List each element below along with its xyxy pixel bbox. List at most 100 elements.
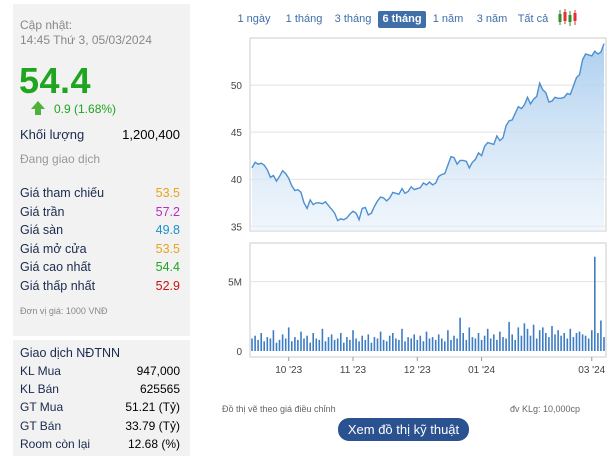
volume-bar xyxy=(327,337,330,351)
price-row-value: 57.2 xyxy=(155,204,180,219)
volume-bar xyxy=(489,338,492,351)
chart-note: Đồ thị vẽ theo giá điều chỉnh xyxy=(222,404,336,414)
volume-bar xyxy=(486,328,489,351)
tab-period[interactable]: 1 năm xyxy=(432,13,464,25)
volume-tick-label: 5M xyxy=(228,278,242,289)
volume-bar xyxy=(272,330,275,351)
x-tick-label: 12 '23 xyxy=(404,365,431,376)
volume-bar xyxy=(523,323,526,351)
volume-bar xyxy=(526,328,529,351)
price-row-label: Giá tham chiếu xyxy=(20,186,105,200)
volume-bar xyxy=(392,333,394,351)
volume-bar xyxy=(581,334,584,351)
tab-period[interactable]: 1 ngày xyxy=(237,13,271,25)
volume-bar xyxy=(535,338,538,351)
volume-bar xyxy=(441,338,443,351)
volume-bar xyxy=(379,331,382,351)
volume-bar xyxy=(434,339,437,351)
volume-tick-label: 0 xyxy=(236,347,242,358)
volume-bar xyxy=(557,330,559,351)
volume-bar xyxy=(584,335,587,351)
volume-bar xyxy=(496,339,498,351)
volume-bar xyxy=(603,337,605,351)
price-tick-label: 50 xyxy=(231,81,243,92)
price-area xyxy=(252,43,604,231)
tab-period[interactable]: 3 năm xyxy=(476,13,508,25)
volume-bar xyxy=(428,338,431,351)
price-tick-label: 35 xyxy=(231,222,243,233)
tab-period[interactable]: Tất cả xyxy=(517,13,549,25)
volume-bar xyxy=(425,331,428,351)
technical-chart-button[interactable]: Xem đồ thị kỹ thuật xyxy=(338,418,469,441)
foreign-row: KL Mua 947,000 xyxy=(20,364,180,381)
foreign-row-value: 625565 xyxy=(139,382,180,397)
volume-value: 1,200,400 xyxy=(122,127,180,142)
volume-bar xyxy=(413,334,415,351)
volume-bar xyxy=(410,338,412,351)
price-tick-label: 40 xyxy=(231,175,243,186)
volume-bar xyxy=(471,337,474,351)
volume-bar xyxy=(444,341,446,351)
volume-bar xyxy=(388,335,391,351)
volume-bar xyxy=(330,334,333,351)
price-row-value: 53.5 xyxy=(155,186,180,200)
stock-info-panel: Cập nhật: 14:45 Thứ 3, 05/03/2024 54.4 0… xyxy=(13,4,190,456)
foreign-row-label: KL Bán xyxy=(20,382,59,397)
volume-bar xyxy=(309,342,311,351)
tab-period[interactable]: 3 tháng xyxy=(334,13,372,25)
volume-bar xyxy=(398,339,400,351)
volume-bar xyxy=(297,339,299,351)
volume-bar xyxy=(493,334,495,351)
volume-bar xyxy=(275,342,278,351)
volume-bar xyxy=(376,338,379,351)
volume-bar xyxy=(278,339,281,351)
volume-bar xyxy=(594,256,596,351)
foreign-row-label: GT Mua xyxy=(20,400,64,415)
foreign-row-value: 12.68 (%) xyxy=(127,436,180,451)
volume-bar xyxy=(508,321,510,351)
unit-note: Đơn vị giá: 1000 VNĐ xyxy=(20,306,108,316)
x-tick-label: 03 '24 xyxy=(578,365,605,376)
x-tick-label: 01 '24 xyxy=(468,365,495,376)
volume-bar xyxy=(566,338,569,351)
price-row-value: 53.5 xyxy=(155,241,180,256)
volume-bar xyxy=(260,333,262,351)
price-row-label: Giá trần xyxy=(20,204,65,219)
foreign-row-label: Room còn lại xyxy=(20,436,91,451)
volume-bar xyxy=(538,330,541,351)
foreign-row-label: KL Mua xyxy=(20,364,61,378)
price-row-label: Giá cao nhất xyxy=(20,260,91,274)
volume-bar xyxy=(477,333,480,351)
tab-period[interactable]: 1 tháng xyxy=(285,13,323,25)
volume-bar xyxy=(545,333,547,351)
volume-bar xyxy=(355,338,357,351)
volume-bar xyxy=(263,341,265,351)
foreign-row-value: 51.21 (Tỷ) xyxy=(125,400,180,415)
volume-bar xyxy=(563,333,565,351)
candlestick-icon[interactable] xyxy=(557,8,579,28)
foreign-row-label: GT Bán xyxy=(20,418,62,433)
price-row: Giá tham chiếu 53.5 xyxy=(20,186,180,203)
volume-bar xyxy=(364,339,367,351)
price-tick-label: 45 xyxy=(231,128,243,139)
volume-bar xyxy=(502,337,504,351)
price-line xyxy=(251,43,605,222)
volume-bar xyxy=(367,334,370,351)
volume-bar xyxy=(318,339,321,351)
volume-bar xyxy=(551,326,553,351)
price-change: 0.9 (1.68%) xyxy=(54,102,117,116)
volume-bar xyxy=(554,334,556,351)
volume-bar xyxy=(269,338,272,351)
volume-bar xyxy=(346,337,348,351)
updated-time: 14:45 Thứ 3, 05/03/2024 xyxy=(20,33,152,47)
volume-bar xyxy=(257,339,259,351)
tab-period[interactable]: 6 tháng xyxy=(378,11,426,28)
volume-bar xyxy=(468,327,471,351)
foreign-title: Giao dịch NĐTNN xyxy=(20,346,121,360)
volume-bar xyxy=(315,338,318,351)
price-row-label: Giá sàn xyxy=(20,223,64,237)
volume-bar xyxy=(358,341,360,351)
volume-bar xyxy=(480,339,483,351)
volume-bar xyxy=(548,337,550,351)
